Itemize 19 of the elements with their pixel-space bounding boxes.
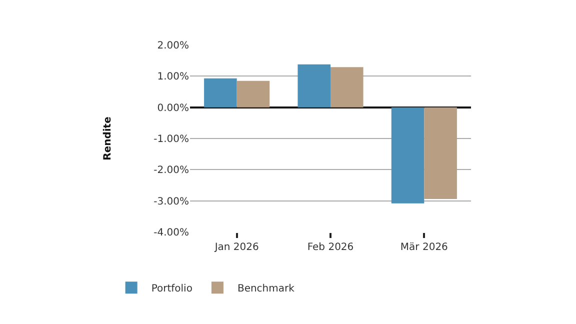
- bar: [204, 78, 237, 108]
- y-axis-title: Rendite: [102, 116, 114, 160]
- x-tick-label: Jan 2026: [214, 242, 259, 253]
- bar: [424, 107, 457, 199]
- x-tick-label: Mär 2026: [400, 242, 448, 253]
- bar: [236, 80, 270, 108]
- y-tick-label: 1.00%: [157, 72, 189, 83]
- y-tick-label: 0.00%: [157, 102, 189, 114]
- legend-label: Benchmark: [237, 284, 295, 295]
- y-tick-label: -2.00%: [154, 165, 189, 176]
- y-tick-label: -4.00%: [154, 228, 189, 238]
- bar: [391, 107, 424, 204]
- legend-label: Portfolio: [151, 284, 192, 295]
- x-tick-label: Feb 2026: [307, 242, 354, 253]
- y-tick-label: -1.00%: [154, 134, 189, 145]
- y-tick-label: 2.00%: [157, 40, 189, 52]
- bar: [330, 67, 364, 108]
- y-tick-label: -3.00%: [154, 196, 189, 208]
- bar: [298, 64, 330, 108]
